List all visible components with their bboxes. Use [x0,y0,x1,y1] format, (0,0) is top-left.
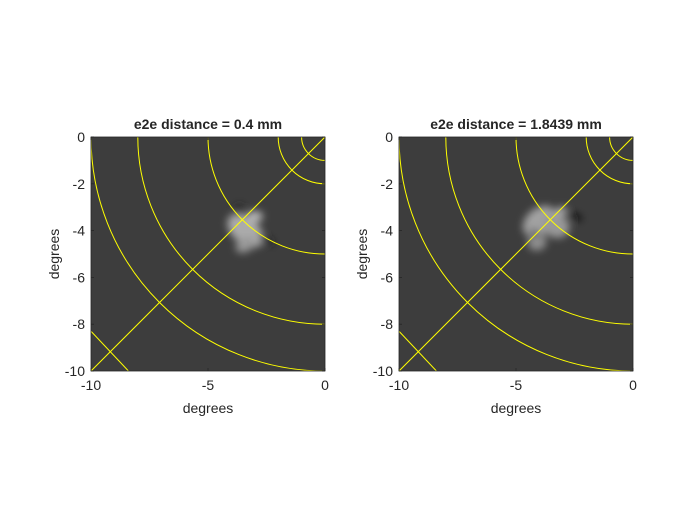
y-tick-label: -2 [381,176,394,192]
ticks: -10 -5 0 0 -2 -4 -6 -8 -10 [65,129,329,393]
y-tick-label: -6 [73,269,86,285]
y-tick-label: -6 [381,269,394,285]
image-blob [553,206,567,218]
image-blob [541,213,570,238]
x-tick-label: -5 [202,377,215,393]
image-blob [235,236,256,253]
plot-area [91,137,325,371]
y-axis-label: degrees [354,229,370,280]
x-tick-label: -5 [510,377,523,393]
y-tick-label: -8 [381,316,394,332]
x-tick-label: 0 [321,377,329,393]
y-tick-label: -4 [381,223,394,239]
y-tick-label: 0 [77,129,85,145]
overlay-line [91,330,129,371]
y-tick-label: 0 [385,129,393,145]
image-blob [259,235,274,245]
image-blob [566,212,583,221]
y-axis-label: degrees [46,229,62,280]
stimulus-image [227,204,274,253]
x-axis-label: degrees [491,400,542,416]
image-blob [246,210,263,223]
y-tick-label: -10 [373,363,393,379]
y-tick-label: -8 [73,316,86,332]
x-tick-label: -10 [389,377,409,393]
x-axis-label: degrees [183,400,234,416]
overlay-line [399,330,437,371]
chart-title: e2e distance = 0.4 mm [134,116,282,132]
y-tick-label: -10 [65,363,85,379]
ticks: -10 -5 0 0 -2 -4 -6 -8 -10 [373,129,637,393]
y-tick-label: -4 [73,223,86,239]
subplot-right: -10 -5 0 0 -2 -4 -6 -8 -10 e2e distance = 1.8439… [354,116,637,416]
plot-area [399,137,633,371]
stimulus-image [522,205,583,251]
chart-title: e2e distance = 1.8439 mm [430,116,602,132]
overlay-line [91,137,325,371]
x-tick-label: -10 [81,377,101,393]
x-tick-label: 0 [629,377,637,393]
image-blob [234,204,243,215]
subplot-left: -10 -5 0 0 -2 -4 -6 -8 -10 e2e distance = 0.4 mm… [46,116,329,416]
overlay-line [399,137,633,371]
image-blob [531,228,538,238]
y-tick-label: -2 [73,176,86,192]
